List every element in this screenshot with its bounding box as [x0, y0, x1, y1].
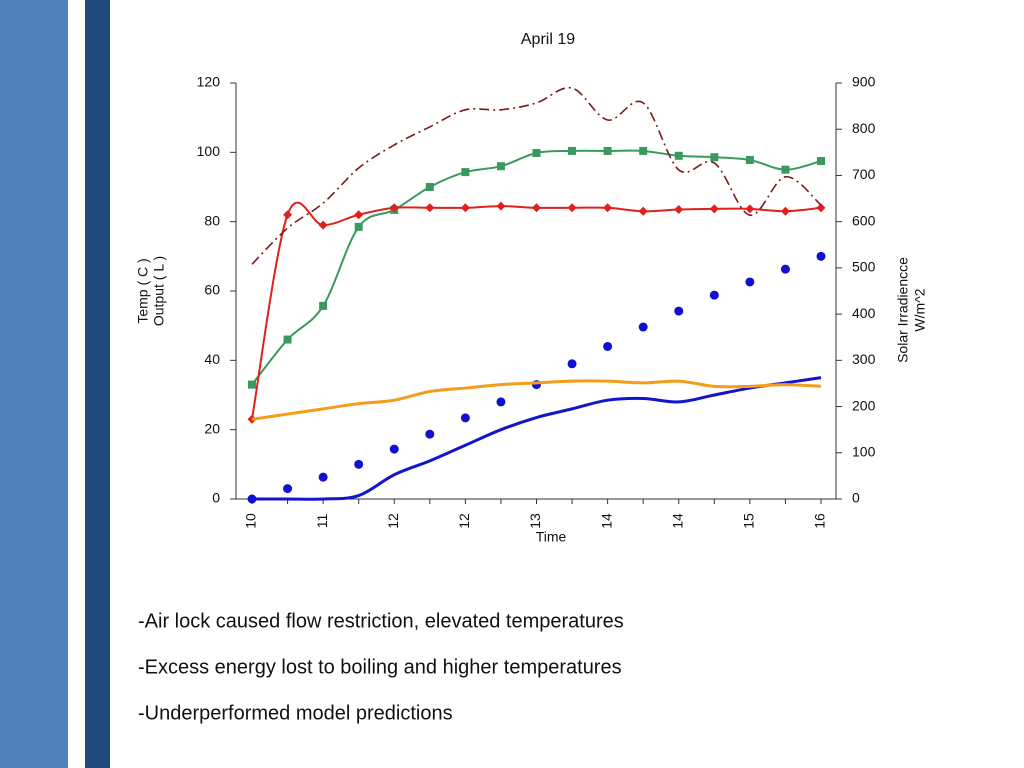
x-tick-group: 15: [741, 513, 757, 529]
marker: [354, 210, 364, 220]
marker: [283, 335, 292, 344]
marker: [780, 206, 790, 216]
marker: [709, 290, 719, 300]
marker: [781, 165, 790, 174]
marker: [283, 210, 293, 220]
x-tick-group: 16: [812, 513, 828, 529]
x-tick-label: 12: [456, 513, 472, 529]
side-bar: [0, 0, 68, 768]
x-tick-group: 12: [385, 513, 401, 529]
x-tick-label: 10: [243, 513, 259, 529]
chart-title: April 19: [521, 31, 575, 48]
marker: [567, 359, 577, 369]
marker: [603, 146, 612, 155]
x-tick-label: 14: [669, 513, 685, 529]
marker: [567, 203, 577, 213]
marker: [710, 153, 719, 162]
series-line: [251, 379, 822, 421]
y2-tick-label: 0: [852, 490, 860, 506]
marker: [603, 341, 613, 351]
y-tick-label: 0: [212, 490, 220, 506]
marker: [817, 157, 825, 165]
marker: [389, 444, 399, 454]
marker: [248, 380, 256, 389]
y2-axis-label: W/m^2: [912, 288, 928, 331]
bullet: -Underperformed model predictions: [138, 702, 453, 724]
marker: [283, 484, 293, 494]
y2-tick-label: 900: [852, 74, 876, 90]
x-tick-label: 12: [385, 513, 401, 529]
x-tick-group: 13: [527, 513, 543, 529]
marker: [496, 162, 505, 171]
x-tick-label: 11: [314, 514, 330, 529]
marker: [709, 204, 719, 214]
marker: [745, 155, 754, 164]
x-tick-group: 14: [598, 513, 614, 529]
x-tick-label: 16: [812, 513, 828, 529]
marker: [532, 149, 541, 158]
marker: [568, 146, 577, 155]
y-tick-label: 40: [204, 351, 220, 367]
x-axis-label: Time: [536, 529, 567, 545]
x-tick-label: 13: [527, 513, 543, 529]
marker: [674, 306, 684, 316]
marker: [460, 203, 470, 213]
marker: [496, 397, 506, 407]
x-tick-label: 15: [741, 513, 757, 529]
y-axis-label: Temp ( C ): [135, 258, 151, 323]
y-tick-label: 80: [204, 212, 220, 228]
marker: [816, 203, 826, 213]
marker: [354, 222, 363, 231]
marker: [638, 322, 648, 332]
marker: [354, 459, 364, 469]
side-bar: [85, 0, 110, 768]
marker: [425, 429, 435, 439]
y2-tick-label: 400: [852, 305, 876, 321]
y2-tick-label: 800: [852, 120, 876, 136]
marker: [425, 183, 434, 191]
y2-tick-label: 600: [852, 212, 876, 228]
marker: [816, 251, 826, 261]
marker: [496, 201, 506, 211]
marker: [674, 151, 683, 160]
marker: [460, 413, 470, 423]
marker: [674, 205, 684, 215]
x-tick-label: 14: [598, 513, 614, 529]
bullet: -Air lock caused flow restriction, eleva…: [138, 610, 624, 632]
marker: [461, 168, 470, 177]
x-tick-group: 11: [314, 514, 330, 529]
y-tick-label: 60: [204, 282, 220, 298]
x-tick-group: 10: [243, 513, 259, 529]
marker: [639, 146, 648, 155]
x-tick-group: 14: [669, 513, 685, 529]
y2-tick-label: 300: [852, 351, 876, 367]
y2-tick-label: 700: [852, 166, 876, 182]
marker: [318, 220, 328, 230]
y2-axis-label: Solar Irradiencce: [895, 257, 911, 363]
y-tick-label: 20: [204, 420, 220, 436]
y2-tick-label: 200: [852, 397, 876, 413]
series-line: [251, 149, 822, 386]
y2-tick-label: 500: [852, 259, 876, 275]
marker: [425, 203, 435, 213]
marker: [603, 203, 613, 213]
y-tick-label: 120: [197, 74, 221, 90]
marker: [745, 277, 755, 287]
x-tick-group: 12: [456, 513, 472, 529]
marker: [532, 203, 541, 213]
marker: [389, 203, 399, 213]
marker: [745, 204, 755, 214]
marker: [638, 206, 648, 216]
y-tick-label: 100: [197, 143, 221, 159]
series-line: [251, 86, 822, 265]
marker: [318, 472, 328, 482]
y-axis-label: Output ( L ): [151, 256, 167, 326]
bullet: -Excess energy lost to boiling and highe…: [138, 656, 622, 678]
y2-tick-label: 100: [852, 443, 876, 459]
marker: [780, 264, 790, 274]
series-line: [252, 376, 822, 501]
marker: [319, 301, 328, 310]
